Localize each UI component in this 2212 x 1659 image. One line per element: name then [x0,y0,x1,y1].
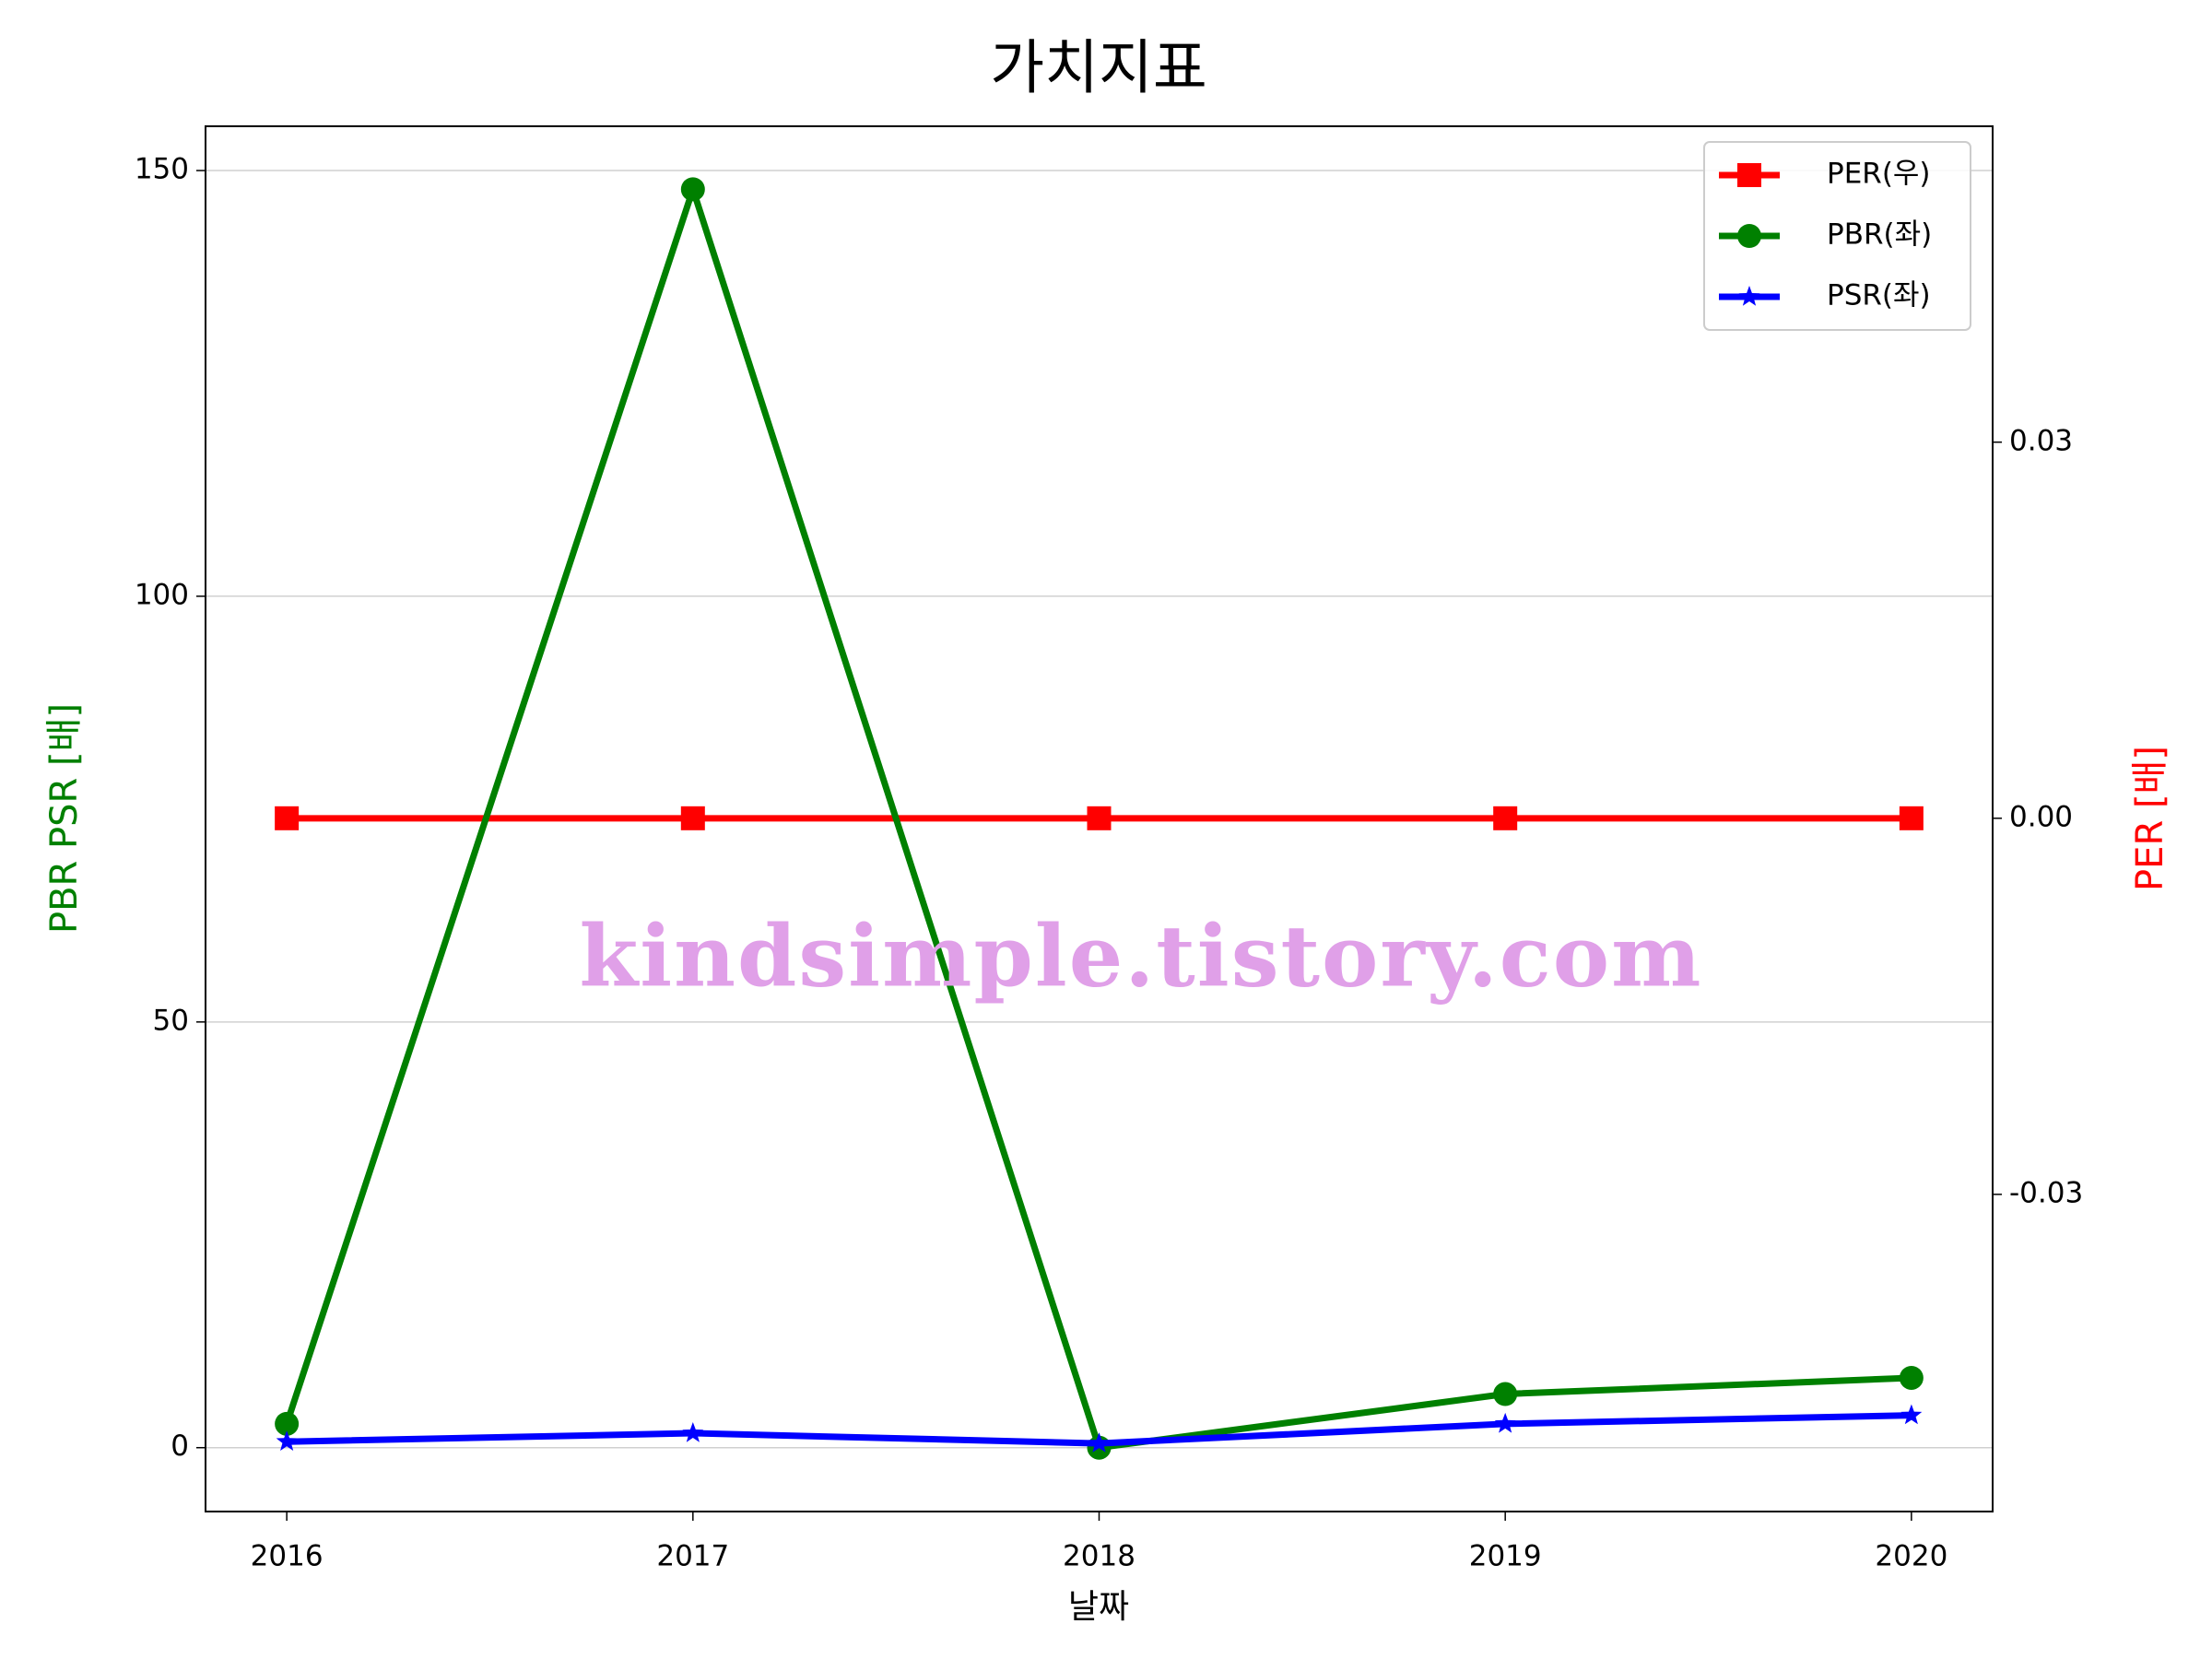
x-tick-label: 2019 [1469,1540,1542,1573]
data-point [276,1430,298,1451]
data-point [275,1411,300,1436]
y-tick-label: 100 [135,578,189,611]
legend-box [1703,141,1971,331]
chart-title: 가치지표 [990,35,1207,103]
data-point [275,806,300,830]
legend-marker [1738,286,1760,306]
y2-axis-label: PER [배] [2129,746,2171,891]
y-tick-label: 50 [153,1004,189,1037]
legend-marker [1737,224,1761,248]
watermark: kindsimple.tistory.com [579,907,1702,1006]
data-point [1493,806,1518,830]
y-axis-label: PBR PSR [배] [43,703,86,934]
data-point [1087,806,1112,830]
data-point [1899,1365,1924,1390]
data-point [1493,1382,1518,1406]
plot-frame [205,125,1994,1512]
y2-tick-label: 0.03 [2009,424,2073,457]
y2-tick-label: -0.03 [2009,1176,2083,1209]
legend-label: PER(우) [1827,158,1931,191]
data-point [1088,1432,1110,1453]
data-point [1899,806,1924,830]
x-tick-label: 2020 [1875,1540,1947,1573]
data-point [1900,1404,1923,1425]
data-point [682,1422,704,1442]
legend-label: PBR(좌) [1827,218,1932,252]
legend-label: PSR(좌) [1827,279,1931,312]
x-axis-label: 날짜 [1068,1588,1129,1626]
x-tick-label: 2018 [1063,1540,1135,1573]
data-point [1494,1412,1516,1433]
data-point [680,806,705,830]
legend-marker [1737,163,1761,187]
y-tick-label: 150 [135,153,189,186]
y2-tick-label: 0.00 [2009,800,2073,833]
data-point [680,177,705,202]
x-tick-label: 2017 [656,1540,729,1573]
x-tick-label: 2016 [251,1540,324,1573]
y-tick-label: 0 [171,1430,189,1463]
